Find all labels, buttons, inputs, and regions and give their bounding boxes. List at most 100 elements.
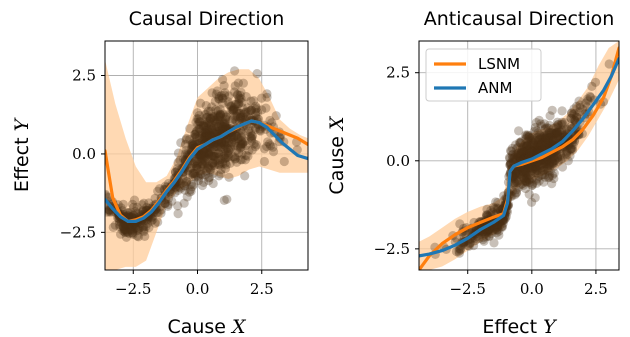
scatter-point xyxy=(205,130,215,140)
scatter-point xyxy=(199,150,209,160)
scatter-point xyxy=(216,137,226,148)
scatter-point xyxy=(544,127,555,137)
scatter-point xyxy=(218,118,228,128)
scatter-point xyxy=(548,158,558,168)
scatter-point xyxy=(193,173,204,183)
scatter-point xyxy=(529,135,539,145)
scatter-point xyxy=(224,172,234,182)
scatter-point xyxy=(525,148,535,158)
scatter-point xyxy=(202,112,212,122)
scatter-point xyxy=(163,199,173,210)
scatter-point xyxy=(246,128,256,138)
scatter-point xyxy=(553,156,563,166)
uncertainty-band xyxy=(105,59,308,270)
scatter-point xyxy=(544,160,554,170)
scatter-point xyxy=(251,140,262,150)
scatter-point xyxy=(538,136,548,147)
scatter-point xyxy=(521,146,531,156)
scatter-point xyxy=(207,88,217,98)
scatter-point xyxy=(519,173,529,183)
scatter-point xyxy=(540,172,550,182)
scatter-point xyxy=(574,96,584,106)
scatter-point xyxy=(504,153,515,163)
scatter-point xyxy=(238,139,248,149)
scatter-point xyxy=(533,140,543,150)
scatter-point xyxy=(236,136,247,146)
scatter-point xyxy=(204,149,214,159)
scatter-point xyxy=(197,129,207,139)
scatter-point xyxy=(513,165,523,175)
scatter-point xyxy=(197,180,207,191)
scatter-point xyxy=(511,168,521,178)
scatter-point xyxy=(526,133,536,143)
scatter-point xyxy=(246,96,256,106)
scatter-point xyxy=(246,105,256,115)
scatter-point xyxy=(567,143,577,153)
scatter-point xyxy=(200,130,211,140)
scatter-point xyxy=(498,218,508,228)
scatter-point xyxy=(544,170,555,181)
scatter-point xyxy=(204,176,214,186)
scatter-point xyxy=(512,148,523,159)
scatter-point xyxy=(530,135,541,145)
scatter-point xyxy=(535,161,545,171)
scatter-point xyxy=(547,179,557,189)
scatter-point xyxy=(216,169,226,179)
scatter-point xyxy=(213,106,223,116)
scatter-point xyxy=(125,224,135,235)
scatter-point xyxy=(195,124,205,134)
scatter-point xyxy=(208,168,219,178)
scatter-point xyxy=(191,127,201,137)
scatter-point xyxy=(199,151,210,161)
scatter-point xyxy=(566,113,576,123)
scatter-point xyxy=(583,96,593,106)
scatter-point xyxy=(529,144,539,154)
scatter-point xyxy=(581,98,591,108)
scatter-point xyxy=(118,199,128,209)
scatter-point xyxy=(132,231,142,241)
scatter-point xyxy=(211,127,221,137)
scatter-point xyxy=(209,115,219,126)
scatter-point xyxy=(237,132,247,142)
scatter-point xyxy=(195,116,205,127)
scatter-point xyxy=(209,122,219,132)
scatter-point xyxy=(204,116,214,127)
scatter-point xyxy=(228,105,239,115)
scatter-point xyxy=(220,144,230,154)
scatter-point xyxy=(212,86,222,96)
scatter-point xyxy=(552,122,562,132)
scatter-point xyxy=(124,228,134,238)
scatter-point xyxy=(210,96,220,106)
scatter-point xyxy=(508,154,519,164)
scatter-point xyxy=(197,154,207,164)
scatter-point xyxy=(532,163,542,173)
scatter-point xyxy=(521,183,531,194)
scatter-point xyxy=(519,151,529,161)
scatter-point xyxy=(510,140,521,150)
scatter-point xyxy=(542,130,552,140)
scatter-point xyxy=(482,227,492,237)
scatter-point xyxy=(527,180,537,191)
scatter-point xyxy=(514,169,524,179)
scatter-point xyxy=(210,155,220,165)
scatter-point xyxy=(526,146,537,156)
scatter-point xyxy=(230,140,240,150)
scatter-point xyxy=(517,171,527,181)
scatter-point xyxy=(212,121,222,131)
scatter-point xyxy=(259,144,270,154)
scatter-point xyxy=(201,128,211,138)
scatter-point xyxy=(524,132,534,142)
scatter-point xyxy=(192,108,203,118)
scatter-point xyxy=(116,229,126,239)
scatter-point xyxy=(224,135,234,145)
scatter-point xyxy=(231,131,242,141)
scatter-point xyxy=(510,169,520,179)
scatter-point xyxy=(517,149,527,159)
scatter-point xyxy=(191,132,201,142)
scatter-point xyxy=(221,123,231,133)
scatter-point xyxy=(163,201,173,211)
scatter-point xyxy=(211,117,221,127)
axes-frame xyxy=(104,40,309,271)
scatter-point xyxy=(510,178,520,188)
